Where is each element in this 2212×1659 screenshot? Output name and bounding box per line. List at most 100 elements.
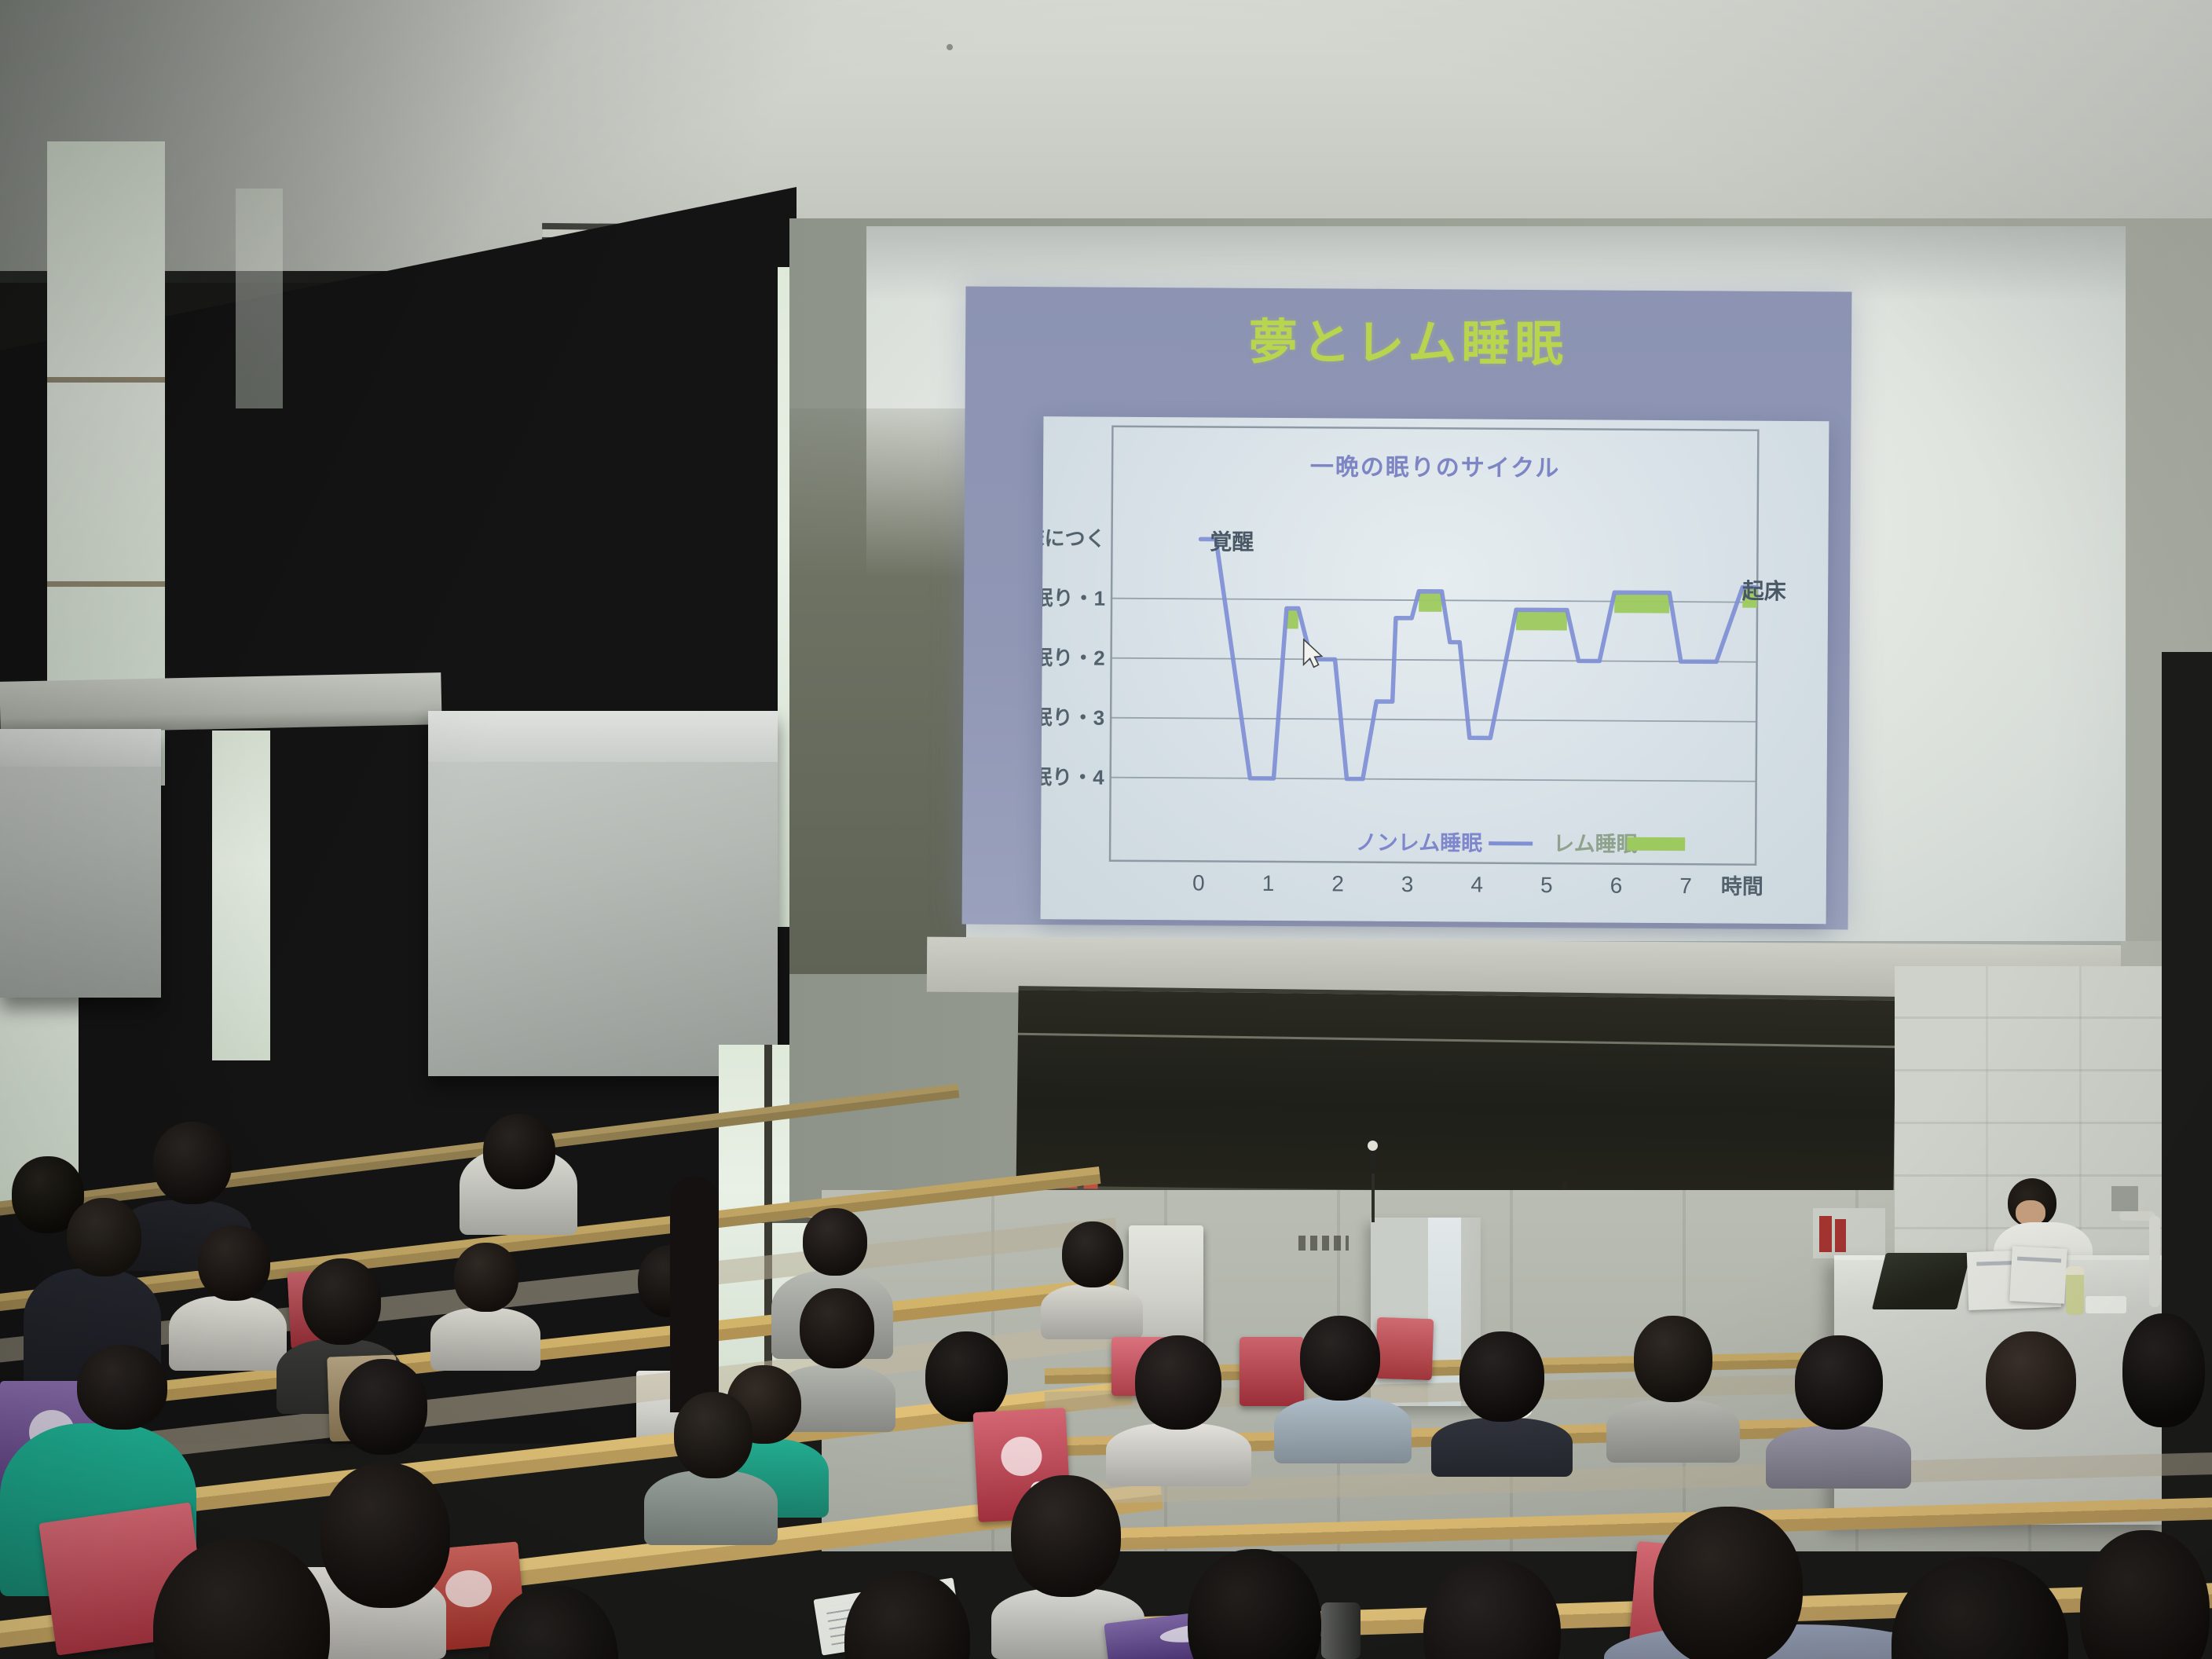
audience-head (2122, 1313, 2205, 1427)
x-tick-label: 7 (1679, 873, 1692, 898)
panel-top-face (0, 729, 161, 767)
standing-figure (670, 1177, 719, 1412)
audience-head (1986, 1331, 2076, 1430)
x-axis-label: 時間 (1721, 874, 1763, 898)
red-binder (1819, 1216, 1832, 1252)
audience-head (800, 1288, 874, 1368)
audience-head (483, 1114, 555, 1189)
window-railing (47, 377, 165, 383)
rem-sleep-segment (1614, 594, 1670, 613)
microphone (1369, 1150, 1376, 1174)
rem-sleep-segment (1742, 588, 1757, 608)
audience-head (1892, 1557, 2068, 1659)
mouse-cursor-icon (1302, 638, 1324, 668)
annotation-覚醒: 覚醒 (1210, 529, 1254, 554)
y-axis-label: 浅い眠り・2 (1041, 646, 1105, 670)
audience-shirt (1606, 1400, 1740, 1463)
audience-head (1634, 1316, 1712, 1402)
red-binder (1835, 1219, 1846, 1252)
bag-logo-print (1000, 1435, 1043, 1478)
audience-shirt (1041, 1284, 1143, 1339)
window-railing (47, 581, 165, 587)
x-tick-label: 2 (1331, 871, 1344, 895)
bench-desk (1044, 1497, 2212, 1552)
gift-bag (1240, 1337, 1304, 1406)
audience-head (1459, 1331, 1544, 1422)
acoustic-panel (428, 711, 778, 1076)
audience-head (12, 1156, 84, 1233)
audience-shirt (1274, 1397, 1412, 1463)
audience-head (1135, 1335, 1221, 1430)
drink-bottle (2066, 1266, 2084, 1315)
audience-head (1300, 1316, 1380, 1401)
lecturer-face (2016, 1200, 2045, 1225)
audience-shirt (460, 1148, 577, 1235)
projected-slide: 夢とレム睡眠 一晩の眠りのサイクル 床につく うとうと眠り・1 浅い眠り・2 中くらいの… (961, 286, 1852, 930)
legend-bar-symbol (1627, 837, 1686, 851)
audience-head (454, 1243, 518, 1312)
x-tick-label: 0 (1192, 870, 1205, 895)
y-axis-label: うとうと眠り・1 (1041, 585, 1106, 610)
right-dark-pillar (2162, 652, 2212, 1659)
ceiling-sprinkler (947, 44, 953, 50)
audience-shirt (1431, 1418, 1573, 1477)
thermos (1321, 1602, 1361, 1659)
x-tick-label: 6 (1610, 873, 1623, 898)
audience-head (1654, 1507, 1803, 1659)
audience-head (2080, 1530, 2210, 1659)
audience-shirt (1766, 1426, 1911, 1489)
legend-label-rem: レム睡眠 (1553, 832, 1638, 856)
audience-head (320, 1463, 450, 1608)
audience-head (153, 1122, 232, 1204)
sleep-cycle-chart: 一晩の眠りのサイクル床につくうとうと眠り・1 浅い眠り・2 中くらいの眠り・3 深い眠… (1040, 416, 1829, 925)
tissue-box (2086, 1296, 2126, 1313)
audience-head (925, 1331, 1008, 1422)
door-frame-mullion (764, 1045, 772, 1408)
gridline (1111, 716, 1757, 723)
microphone-stand (1372, 1153, 1375, 1222)
x-tick-label: 3 (1401, 872, 1414, 896)
audience-shirt (1106, 1423, 1251, 1486)
audience-head (77, 1345, 167, 1430)
podium-nameplate (1298, 1236, 1349, 1251)
document-camera-arm (2119, 1211, 2155, 1221)
audience-head (1062, 1221, 1123, 1287)
audience-head (1188, 1549, 1321, 1659)
gridline (1111, 657, 1757, 663)
gridline (1110, 776, 1756, 782)
chart-title: 一晩の眠りのサイクル (1310, 454, 1561, 482)
rem-sleep-segment (1419, 592, 1442, 612)
y-axis-label: 床につく (1041, 526, 1106, 551)
audience-head (803, 1208, 867, 1276)
window-slit (236, 189, 283, 408)
acoustic-panel (0, 729, 161, 998)
audience-head (1423, 1559, 1561, 1659)
wall-mounted-box (2111, 1186, 2138, 1211)
rem-sleep-segment (1286, 610, 1298, 629)
audience-shirt (169, 1296, 287, 1371)
non-rem-sleep-line (1198, 537, 1760, 782)
microphone-head (1368, 1141, 1378, 1151)
gift-bag (1375, 1317, 1434, 1381)
audience-head (1795, 1335, 1883, 1430)
audience-head (67, 1198, 141, 1276)
plot-frame (1108, 425, 1760, 866)
x-tick-label: 4 (1470, 873, 1483, 897)
audience-head (674, 1392, 753, 1478)
audience-head (302, 1258, 381, 1345)
audience-shirt (430, 1308, 540, 1371)
wall-shadow-strip (789, 408, 966, 974)
legend-label-nonrem: ノンレム睡眠 (1356, 831, 1483, 855)
y-axis-label: 深い眠り・4 (1041, 765, 1105, 789)
rem-sleep-segment (1516, 611, 1567, 631)
y-axis-label: 中くらいの眠り・3 (1041, 705, 1105, 729)
audience-head (339, 1359, 427, 1455)
document-camera-post (2149, 1216, 2160, 1307)
audience-head (198, 1225, 270, 1301)
annotation-起床: 起床 (1742, 578, 1786, 603)
audience-head (1011, 1475, 1121, 1597)
audience-shirt (644, 1470, 778, 1545)
